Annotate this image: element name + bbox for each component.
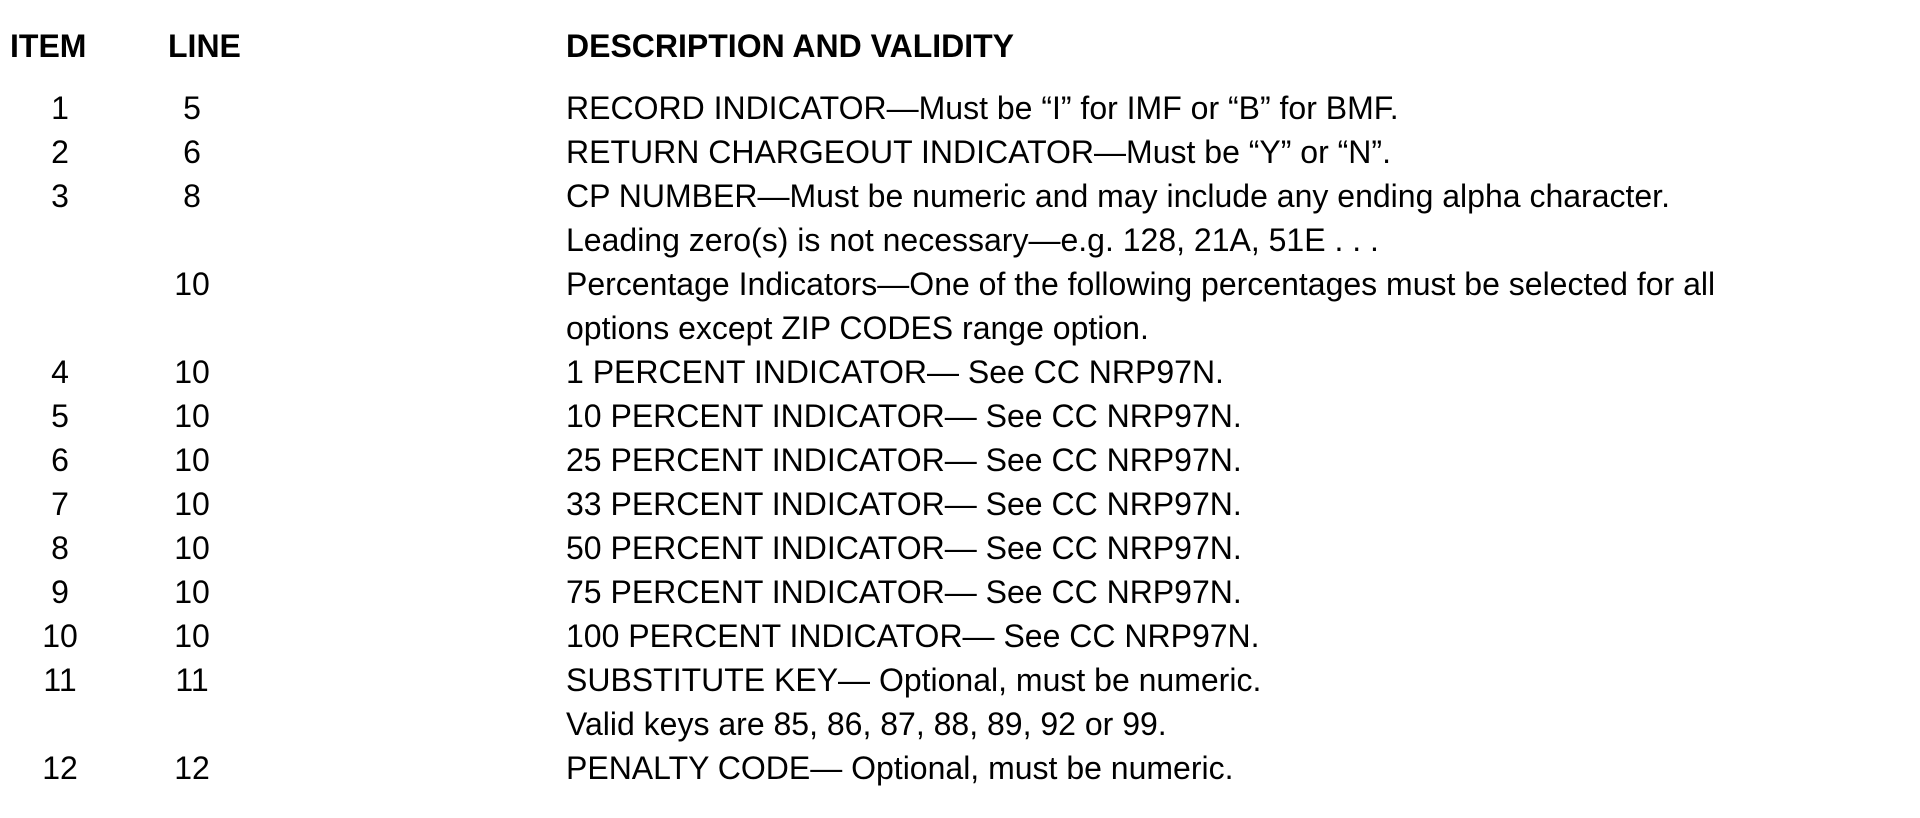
table-row: 6 10 25 PERCENT INDICATOR— See CC NRP97N.: [0, 438, 1920, 482]
table-body: 1 5 RECORD INDICATOR—Must be “I” for IMF o…: [0, 86, 1920, 790]
description-text: Valid keys are 85, 86, 87, 88, 89, 92 or…: [566, 706, 1167, 742]
description-text: RECORD INDICATOR—Must be “I” for IMF or …: [566, 90, 1399, 126]
item-number: 10: [42, 618, 78, 654]
line-number: 10: [174, 266, 210, 302]
description-text: 1 PERCENT INDICATOR— See CC NRP97N.: [566, 354, 1224, 390]
description-text: 25 PERCENT INDICATOR— See CC NRP97N.: [566, 442, 1242, 478]
item-number: 6: [51, 442, 69, 478]
item-number: 1: [51, 90, 69, 126]
line-number: 10: [174, 574, 210, 610]
line-number: 10: [174, 442, 210, 478]
table-row: 11 11 SUBSTITUTE KEY— Optional, must be nu…: [0, 658, 1920, 746]
line-number: 8: [183, 178, 201, 214]
header-description: DESCRIPTION AND VALIDITY: [566, 28, 1015, 64]
table-row: 8 10 50 PERCENT INDICATOR— See CC NRP97N.: [0, 526, 1920, 570]
line-number: 10: [174, 618, 210, 654]
line-number: 10: [174, 486, 210, 522]
description-text: RETURN CHARGEOUT INDICATOR—Must be “Y” o…: [566, 134, 1391, 170]
item-number: 12: [42, 750, 78, 786]
table-row: 10 Percentage Indicators—One of the follo…: [0, 262, 1920, 350]
item-number: 5: [51, 398, 69, 434]
item-number: 11: [43, 662, 77, 698]
item-number: 2: [51, 134, 69, 170]
table-row: 5 10 10 PERCENT INDICATOR— See CC NRP97N.: [0, 394, 1920, 438]
description-text: Percentage Indicators—One of the followi…: [566, 266, 1716, 302]
description-text: 75 PERCENT INDICATOR— See CC NRP97N.: [566, 574, 1242, 610]
table-header: ITEM LINE DESCRIPTION AND VALIDITY: [0, 24, 1920, 68]
item-number: 3: [51, 178, 69, 214]
table-row: 2 6 RETURN CHARGEOUT INDICATOR—Must be “Y”…: [0, 130, 1920, 174]
description-text: CP NUMBER—Must be numeric and may includ…: [566, 178, 1670, 214]
header-line: LINE: [168, 28, 241, 64]
table-row: 7 10 33 PERCENT INDICATOR— See CC NRP97N.: [0, 482, 1920, 526]
item-number: 8: [51, 530, 69, 566]
table-row: 10 10 100 PERCENT INDICATOR— See CC NRP97N…: [0, 614, 1920, 658]
header-item: ITEM: [10, 28, 87, 64]
line-number: 12: [174, 750, 210, 786]
item-number: 9: [51, 574, 69, 610]
table-row: 1 5 RECORD INDICATOR—Must be “I” for IMF o…: [0, 86, 1920, 130]
line-number: 10: [174, 398, 210, 434]
line-number: 10: [174, 530, 210, 566]
line-number: 6: [183, 134, 201, 170]
description-text: 100 PERCENT INDICATOR— See CC NRP97N.: [566, 618, 1260, 654]
description-text: PENALTY CODE— Optional, must be numeric.: [566, 750, 1234, 786]
description-text: Leading zero(s) is not necessary—e.g. 12…: [566, 222, 1379, 258]
description-text: 33 PERCENT INDICATOR— See CC NRP97N.: [566, 486, 1242, 522]
table-row: 4 10 1 PERCENT INDICATOR— See CC NRP97N.: [0, 350, 1920, 394]
item-number: 4: [51, 354, 69, 390]
description-text: 10 PERCENT INDICATOR— See CC NRP97N.: [566, 398, 1242, 434]
line-number: 10: [174, 354, 210, 390]
table-row: 12 12 PENALTY CODE— Optional, must be nume…: [0, 746, 1920, 790]
line-number: 11: [175, 662, 209, 698]
description-text: SUBSTITUTE KEY— Optional, must be numeri…: [566, 662, 1262, 698]
table-row: 3 8 CP NUMBER—Must be numeric and may incl…: [0, 174, 1920, 262]
line-number: 5: [183, 90, 201, 126]
description-text: 50 PERCENT INDICATOR— See CC NRP97N.: [566, 530, 1242, 566]
table-row: 9 10 75 PERCENT INDICATOR— See CC NRP97N.: [0, 570, 1920, 614]
description-text: options except ZIP CODES range option.: [566, 310, 1149, 346]
item-number: 7: [51, 486, 69, 522]
